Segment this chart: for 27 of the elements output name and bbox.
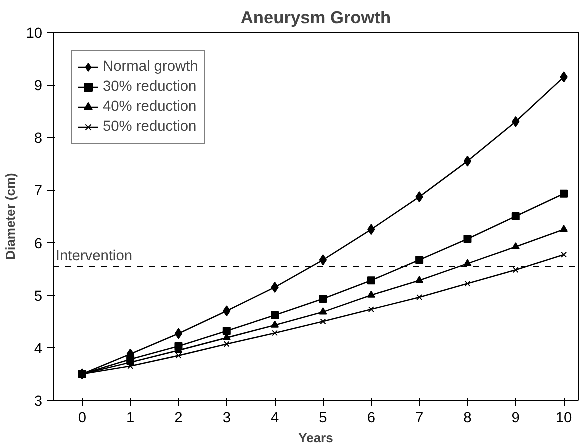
y-tick-label: 5 bbox=[34, 288, 43, 305]
chart-title: Aneurysm Growth bbox=[240, 8, 392, 28]
y-tick-label: 4 bbox=[34, 341, 43, 358]
y-tick-label: 10 bbox=[26, 26, 43, 42]
x-axis-title: Years bbox=[298, 430, 334, 446]
x-tick-label: 1 bbox=[126, 410, 135, 426]
legend-label: 50% reduction bbox=[103, 119, 197, 135]
x-tick-label: 2 bbox=[174, 410, 183, 426]
y-tick-label: 6 bbox=[34, 236, 43, 252]
y-tick-label: 9 bbox=[34, 78, 43, 95]
x-tick-label: 7 bbox=[415, 410, 424, 426]
x-tick-label: 8 bbox=[464, 410, 472, 426]
y-tick-label: 3 bbox=[34, 394, 43, 410]
y-tick-label: 8 bbox=[34, 131, 43, 148]
y-axis-title: Diameter (cm) bbox=[3, 173, 18, 260]
x-tick-label: 4 bbox=[270, 410, 280, 426]
x-tick-label: 0 bbox=[78, 410, 86, 426]
y-tick-label: 7 bbox=[34, 184, 43, 200]
x-tick-label: 3 bbox=[222, 410, 231, 426]
x-tick-label: 10 bbox=[556, 410, 572, 426]
legend-label: Normal growth bbox=[103, 59, 198, 75]
legend-label: 30% reduction bbox=[103, 79, 197, 95]
ref-line-label: Intervention bbox=[56, 248, 132, 264]
x-tick-label: 6 bbox=[367, 410, 376, 426]
x-tick-label: 9 bbox=[512, 410, 520, 426]
x-tick-label: 5 bbox=[319, 410, 328, 426]
legend-label: 40% reduction bbox=[103, 99, 197, 115]
